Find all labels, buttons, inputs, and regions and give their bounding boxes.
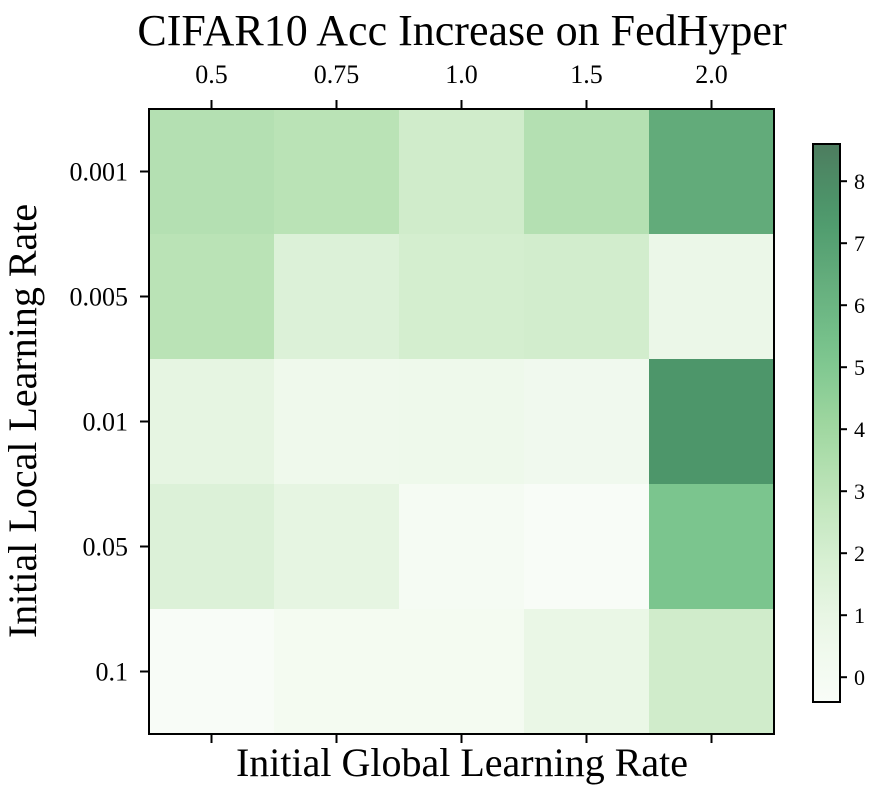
chart-title: CIFAR10 Acc Increase on FedHyper xyxy=(137,6,787,55)
heatmap-cell xyxy=(649,109,775,235)
heatmap-cells xyxy=(149,109,775,735)
x-tick-label: 0.5 xyxy=(195,60,228,89)
heatmap-cell xyxy=(399,109,525,235)
y-tick-label: 0.05 xyxy=(83,533,129,562)
x-tick-label: 2.0 xyxy=(695,60,728,89)
y-tick-label: 0.001 xyxy=(70,158,129,187)
heatmap-cell xyxy=(524,484,650,610)
colorbar-tick-label: 5 xyxy=(854,355,865,380)
x-tick-label: 0.75 xyxy=(314,60,360,89)
colorbar-tick-label: 2 xyxy=(854,541,865,566)
heatmap-cell xyxy=(399,609,525,735)
y-tick-label: 0.01 xyxy=(83,408,129,437)
x-axis-ticks: 0.5 0.75 1.0 1.5 2.0 xyxy=(195,60,728,743)
colorbar-tick-label: 0 xyxy=(854,665,865,690)
heatmap-cell xyxy=(149,609,275,735)
heatmap-cell xyxy=(399,359,525,485)
colorbar-gradient xyxy=(812,143,841,703)
heatmap-cell xyxy=(524,609,650,735)
colorbar-ticks: 0 1 2 3 4 5 6 7 8 xyxy=(840,169,865,690)
heatmap-cell xyxy=(399,234,525,360)
y-tick-label: 0.005 xyxy=(70,283,129,312)
y-axis-ticks: 0.001 0.005 0.01 0.05 0.1 xyxy=(70,158,149,687)
heatmap-cell xyxy=(274,109,400,235)
heatmap-cell xyxy=(274,234,400,360)
heatmap-cell xyxy=(649,234,775,360)
y-axis-label: Initial Local Learning Rate xyxy=(0,204,45,638)
heatmap-cell xyxy=(149,234,275,360)
heatmap-cell xyxy=(274,609,400,735)
heatmap-cell xyxy=(399,484,525,610)
heatmap-cell xyxy=(149,484,275,610)
heatmap-cell xyxy=(149,109,275,235)
heatmap-cell xyxy=(524,359,650,485)
heatmap-cell xyxy=(524,109,650,235)
heatmap-cell xyxy=(524,234,650,360)
heatmap-cell xyxy=(649,609,775,735)
heatmap-cell xyxy=(274,359,400,485)
heatmap-cell xyxy=(274,484,400,610)
heatmap-cell xyxy=(149,359,275,485)
colorbar-tick-label: 7 xyxy=(854,231,865,256)
heatmap-cell xyxy=(649,484,775,610)
x-tick-label: 1.0 xyxy=(445,60,478,89)
x-axis-label: Initial Global Learning Rate xyxy=(236,740,688,785)
heatmap-cell xyxy=(649,359,775,485)
colorbar-tick-label: 6 xyxy=(854,293,865,318)
colorbar-tick-label: 4 xyxy=(854,417,865,442)
colorbar: 0 1 2 3 4 5 6 7 8 xyxy=(812,143,865,703)
x-tick-label: 1.5 xyxy=(570,60,603,89)
colorbar-tick-label: 1 xyxy=(854,603,865,628)
y-tick-label: 0.1 xyxy=(96,658,129,687)
colorbar-tick-label: 8 xyxy=(854,169,865,194)
colorbar-tick-label: 3 xyxy=(854,479,865,504)
